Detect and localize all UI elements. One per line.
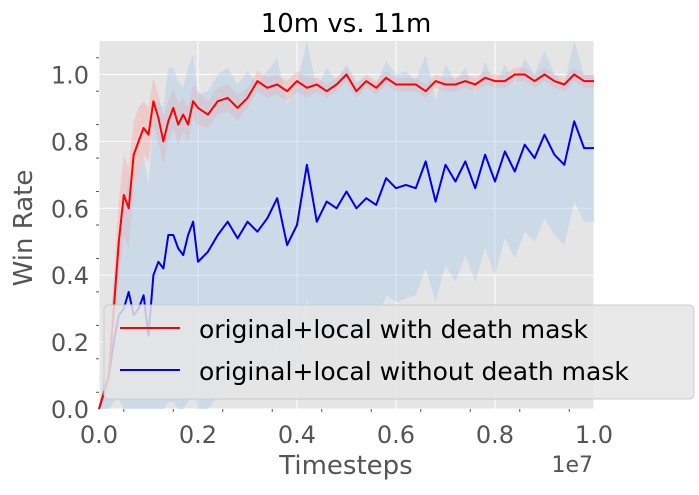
y-tick-label: 0.8 — [51, 128, 89, 156]
x-tick-label: 0.0 — [80, 421, 118, 449]
y-tick-label: 0.2 — [51, 329, 89, 357]
x-tick-label: 0.4 — [278, 421, 316, 449]
chart-title: 10m vs. 11m — [261, 9, 432, 39]
legend-label-with-death-mask: original+local with death mask — [199, 315, 588, 344]
y-tick-label: 1.0 — [51, 61, 89, 89]
legend: original+local with death mask original+… — [103, 304, 695, 400]
legend-label-without-death-mask: original+local without death mask — [199, 357, 629, 386]
x-axis-scale-label: 1e7 — [551, 453, 593, 478]
y-tick-label: 0.6 — [51, 195, 89, 223]
x-tick-label: 0.6 — [377, 421, 415, 449]
x-tick-label: 0.8 — [476, 421, 514, 449]
y-tick-label: 0.0 — [51, 396, 89, 424]
series-line-0 — [98, 73, 594, 410]
x-tick-label: 1.0 — [575, 421, 613, 449]
legend-frame — [103, 304, 695, 400]
x-tick-label: 0.2 — [179, 421, 217, 449]
x-axis-label: Timesteps — [278, 451, 412, 481]
y-axis-label: Win Rate — [9, 170, 39, 287]
y-tick-label: 0.4 — [51, 262, 89, 290]
